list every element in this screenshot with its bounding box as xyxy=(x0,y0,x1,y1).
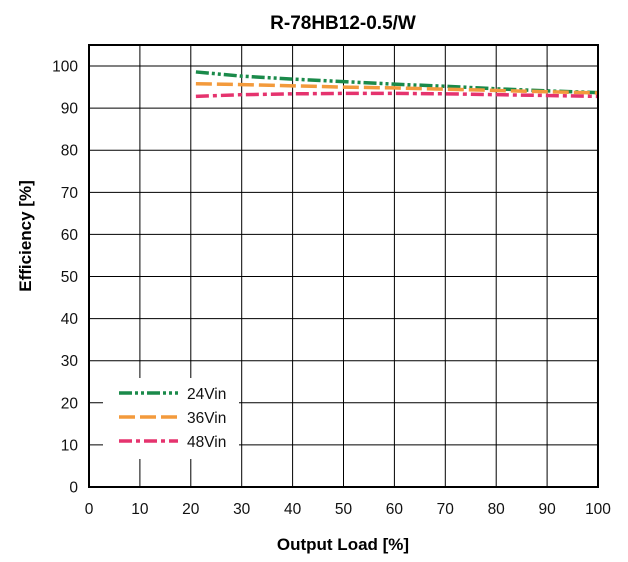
legend-label-24vin: 24Vin xyxy=(187,386,226,403)
series-line-48vin xyxy=(195,91,599,99)
chart-title: R-78HB12-0.5/W xyxy=(270,13,416,34)
y-tick-labels: 0 10 20 30 40 50 60 70 80 90 100 xyxy=(52,59,78,497)
x-tick-label: 0 xyxy=(85,501,94,518)
legend-label-36vin: 36Vin xyxy=(187,410,226,427)
y-tick-label: 90 xyxy=(61,101,79,118)
series-lines xyxy=(195,70,599,99)
series-line-36vin xyxy=(195,81,599,95)
y-tick-label: 10 xyxy=(61,437,79,454)
y-tick-label: 30 xyxy=(61,353,79,370)
series-line-24vin xyxy=(195,70,599,95)
x-axis-label: Output Load [%] xyxy=(277,535,409,554)
y-tick-label: 40 xyxy=(61,311,79,328)
x-tick-label: 50 xyxy=(335,501,353,518)
legend-label-48vin: 48Vin xyxy=(187,434,226,451)
x-tick-label: 80 xyxy=(488,501,506,518)
y-tick-label: 70 xyxy=(61,185,79,202)
y-tick-label: 100 xyxy=(52,59,78,76)
x-tick-label: 90 xyxy=(538,501,556,518)
y-tick-label: 0 xyxy=(69,480,78,497)
x-tick-label: 70 xyxy=(437,501,455,518)
x-tick-label: 40 xyxy=(284,501,302,518)
x-tick-label: 100 xyxy=(585,501,611,518)
x-tick-label: 20 xyxy=(182,501,200,518)
x-tick-label: 60 xyxy=(386,501,404,518)
x-tick-label: 10 xyxy=(131,501,149,518)
plot-frame xyxy=(88,44,599,488)
y-tick-label: 20 xyxy=(61,395,79,412)
y-axis-label: Efficiency [%] xyxy=(16,180,35,291)
x-tick-label: 30 xyxy=(233,501,251,518)
y-tick-label: 60 xyxy=(61,227,79,244)
y-tick-label: 50 xyxy=(61,269,79,286)
y-tick-label: 80 xyxy=(61,143,79,160)
x-tick-labels: 0 10 20 30 40 50 60 70 80 90 100 xyxy=(85,501,612,518)
legend: 24Vin 36Vin 48Vin xyxy=(103,378,239,459)
